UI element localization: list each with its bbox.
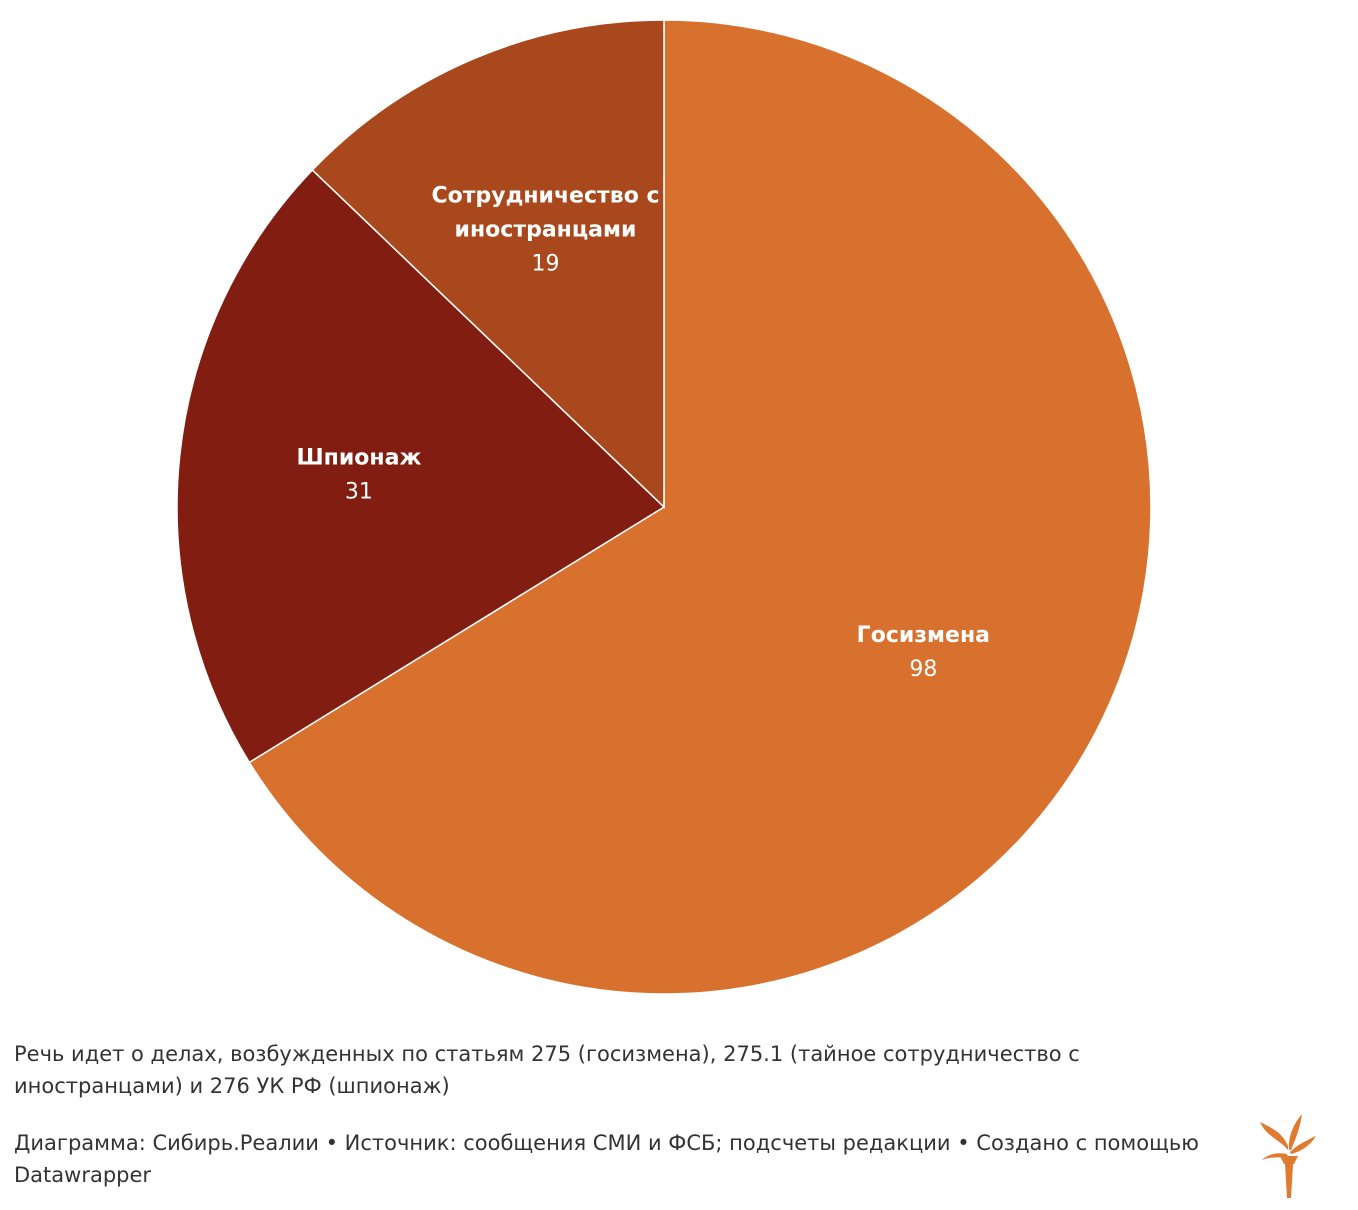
- pie-slice-0: [248, 19, 1152, 995]
- slice-label-2-line-1: иностранцами: [455, 217, 637, 242]
- pie-chart-svg: Госизмена 98 Шпионаж 31 Сотрудничество с инос…: [176, 19, 1152, 995]
- pie-slice-1: [176, 168, 666, 764]
- slice-label-2-line-0: Сотрудничество с: [431, 183, 659, 208]
- slice-value-0: 98: [909, 657, 937, 682]
- slice-label-1-line-0: Шпионаж: [296, 445, 421, 470]
- pie-slices: [176, 19, 1152, 995]
- slice-label-0-line-0: Госизмена: [857, 623, 990, 648]
- slice-value-1: 31: [345, 479, 373, 504]
- chart-byline: Диаграмма: Сибирь.Реалии • Источник: соо…: [14, 1131, 1199, 1187]
- torch-logo-icon: [1260, 1114, 1316, 1198]
- chart-notes: Речь идет о делах, возбужденных по стать…: [14, 1042, 1080, 1098]
- pie-labels: Госизмена 98 Шпионаж 31 Сотрудничество с инос…: [296, 183, 990, 682]
- pie-chart: Госизмена 98 Шпионаж 31 Сотрудничество с инос…: [176, 19, 1152, 995]
- slice-value-2: 19: [531, 251, 559, 276]
- pie-slice-2: [311, 19, 665, 509]
